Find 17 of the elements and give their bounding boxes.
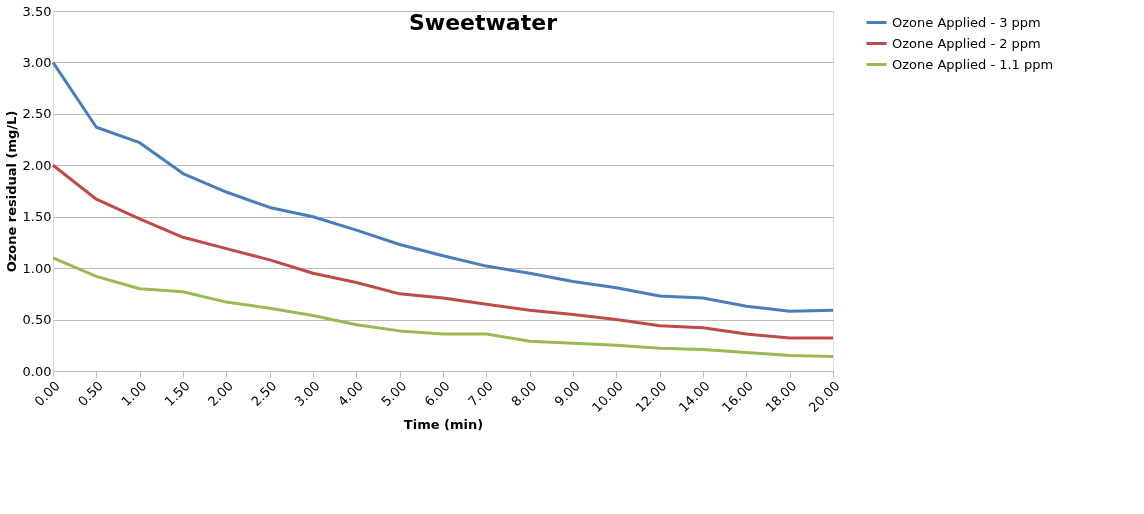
legend-label: Ozone Applied - 2 ppm [892,35,1041,51]
legend-label: Ozone Applied - 3 ppm [892,14,1041,30]
legend-label: Ozone Applied - 1.1 ppm [892,56,1054,72]
y-axis-title: Ozone residual (mg/L) [3,110,19,273]
y-tick-label: 0.00 [22,363,52,379]
y-tick-label: 1.00 [22,260,52,276]
y-tick-label: 1.50 [22,209,52,225]
y-tick-label: 0.50 [22,312,52,328]
y-tick-label: 2.00 [22,157,52,173]
y-tick-label: 2.50 [22,106,52,122]
y-tick-label: 3.50 [22,3,52,19]
y-tick-label: 3.00 [22,54,52,70]
line-series [51,256,835,359]
line-series [51,60,835,313]
x-axis-title: Time (min) [403,417,484,433]
chart-title: Sweetwater [409,10,558,35]
line-series [51,163,835,340]
